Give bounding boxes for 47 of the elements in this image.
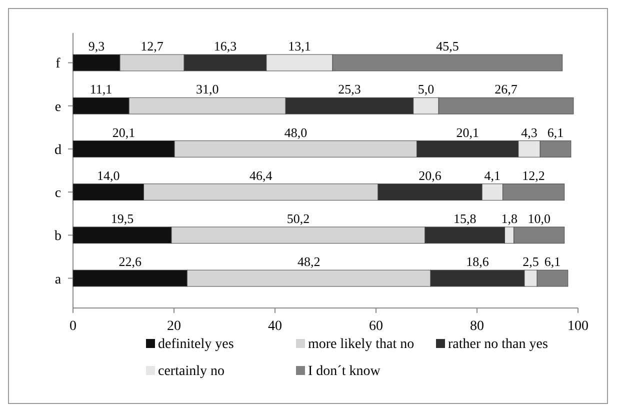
data-label: 16,3 [214, 38, 237, 54]
x-tick-label: 100 [568, 319, 588, 334]
data-label: 19,5 [110, 210, 134, 226]
x-tick-label: 80 [470, 319, 484, 334]
data-label: 6,1 [547, 124, 564, 140]
data-label: 1,8 [501, 210, 518, 226]
data-label: 48,0 [284, 124, 308, 140]
y-tick-label: e [54, 100, 62, 115]
data-label: 14,0 [96, 168, 120, 183]
legend-label: I don´t know [308, 364, 382, 379]
x-tick-label: 60 [369, 319, 383, 334]
data-label: 4,3 [521, 124, 538, 140]
data-label: 13,1 [288, 38, 311, 54]
legend-label: rather no than yes [448, 337, 548, 352]
data-label: 45,5 [436, 38, 459, 54]
x-tick-label: 20 [167, 319, 181, 334]
data-label: 5,0 [418, 82, 434, 97]
legend-label: certainly no [158, 364, 224, 379]
legend-label: definitely yes [158, 337, 234, 352]
data-label: 2,5 [522, 254, 539, 270]
data-label: 10,0 [528, 210, 550, 226]
data-label: 20,1 [112, 124, 136, 140]
y-tick-label: c [54, 186, 62, 202]
y-tick-label: a [54, 272, 62, 288]
data-label: 46,4 [249, 168, 273, 183]
y-tick-label: d [54, 142, 62, 158]
data-label: 22,6 [118, 254, 142, 270]
legend-label: more likely that no [308, 337, 414, 352]
data-label: 20,1 [456, 124, 480, 140]
data-label: 4,1 [484, 168, 501, 183]
data-label: 50,2 [286, 210, 310, 226]
x-tick-label: 0 [70, 319, 76, 334]
x-tick-label: 40 [268, 319, 282, 334]
data-label: 11,1 [90, 82, 112, 97]
data-label: 31,0 [196, 82, 219, 97]
data-label: 12,7 [140, 38, 164, 54]
data-label: 9,3 [88, 38, 105, 54]
y-tick-label: b [54, 229, 62, 244]
data-label: 6,1 [544, 254, 561, 270]
data-label: 12,2 [522, 168, 545, 183]
data-label: 48,2 [297, 254, 320, 270]
data-label: 26,7 [494, 82, 518, 97]
data-label: 15,8 [454, 210, 476, 226]
data-label: 20,6 [418, 168, 442, 183]
data-label: 18,6 [466, 254, 490, 270]
data-label: 25,3 [338, 82, 361, 97]
y-tick-label: f [56, 56, 61, 72]
